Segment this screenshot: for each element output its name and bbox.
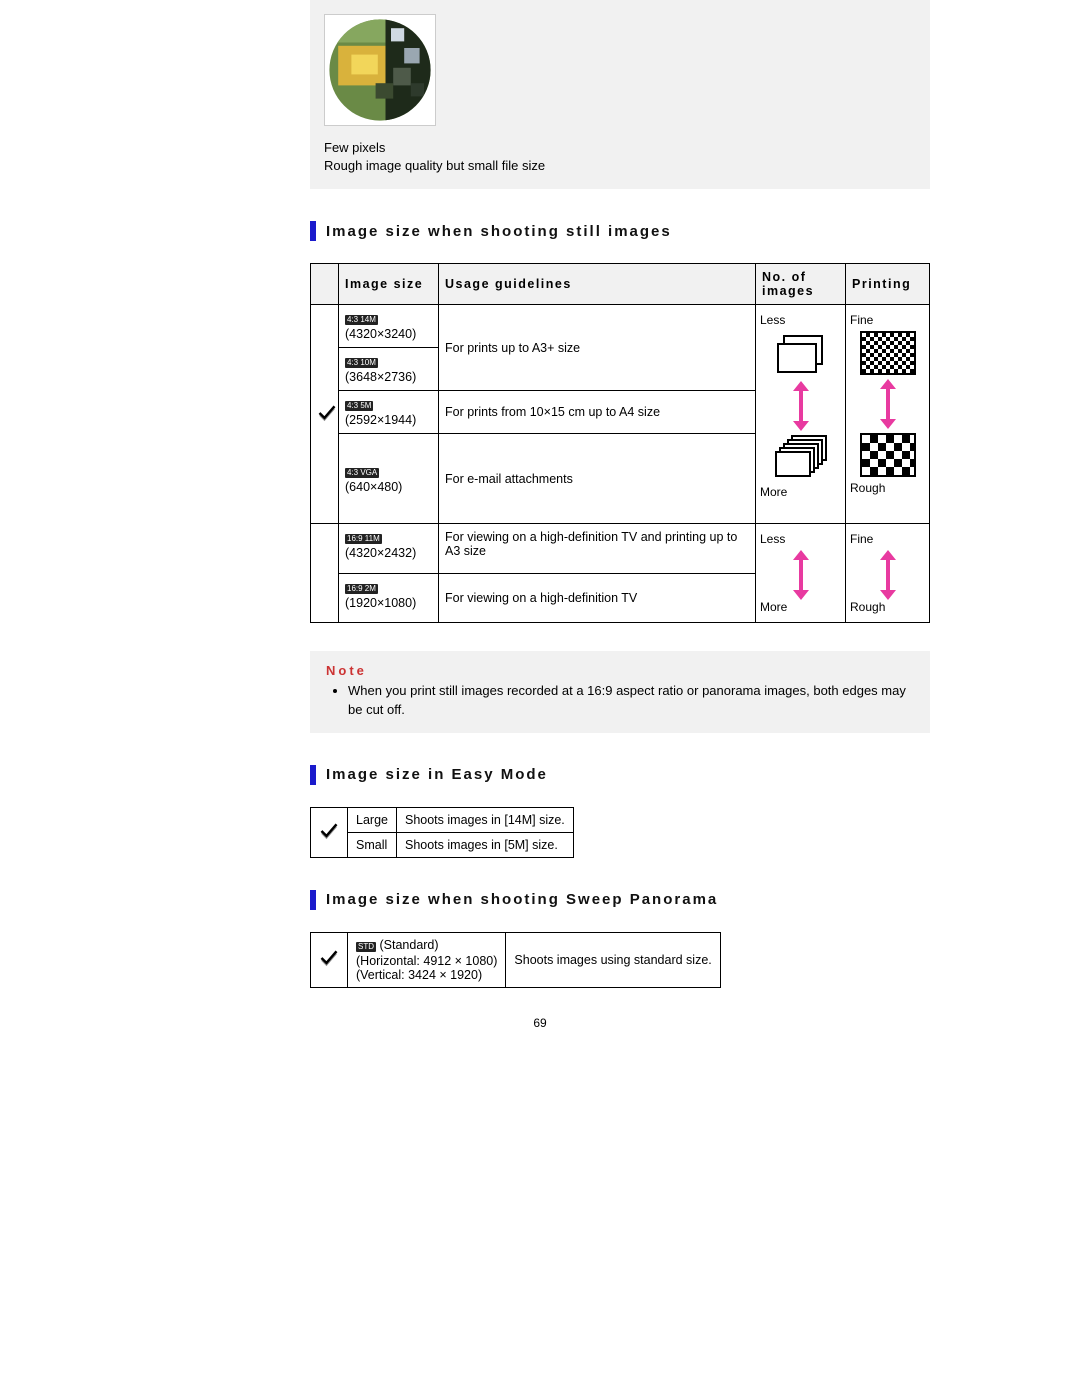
usage-email: For e-mail attachments: [439, 434, 756, 524]
size-dims: (4320×2432): [345, 546, 416, 560]
many-pages-icon: [773, 435, 829, 481]
few-pages-icon: [773, 331, 829, 377]
pano-vertical: (Vertical: 3424 × 1920): [356, 968, 482, 982]
note-heading: Note: [326, 663, 914, 678]
arrow-vertical-icon: [790, 381, 812, 431]
size-dims: (640×480): [345, 480, 402, 494]
arrow-vertical-icon: [877, 550, 899, 600]
ratio-icon: 4:3 5M: [345, 401, 373, 411]
printing-43: Fine Rough: [846, 305, 930, 524]
rough-checker-icon: [860, 433, 916, 477]
size-dims: (1920×1080): [345, 596, 416, 610]
size-5m: 4:3 5M (2592×1944): [339, 391, 439, 434]
size-11m: 16:9 11M (4320×2432): [339, 524, 439, 574]
label-rough: Rough: [850, 600, 925, 614]
ratio-icon: 16:9 11M: [345, 534, 382, 544]
pano-horizontal: (Horizontal: 4912 × 1080): [356, 954, 497, 968]
caption-line1: Few pixels: [324, 140, 385, 155]
printing-169: Fine Rough: [846, 524, 930, 623]
section-title: Image size when shooting Sweep Panorama: [326, 891, 718, 908]
size-dims: (3648×2736): [345, 370, 416, 384]
easy-mode-table: Large Shoots images in [14M] size. Small…: [310, 807, 574, 858]
label-fine: Fine: [850, 313, 925, 327]
ratio-icon: 4:3 VGA: [345, 468, 379, 478]
num-images-43: Less More: [756, 305, 846, 524]
pano-name: (Standard): [379, 938, 438, 952]
usage-hdtv-a3: For viewing on a high-definition TV and …: [439, 524, 756, 574]
default-check-icon: [311, 932, 348, 987]
label-more: More: [760, 485, 841, 499]
section-title: Image size in Easy Mode: [326, 766, 548, 783]
still-image-size-table: Image size Usage guidelines No. of image…: [310, 263, 930, 623]
label-more: More: [760, 600, 841, 614]
section-easy-mode: Image size in Easy Mode: [310, 765, 930, 785]
easy-desc: Shoots images in [14M] size.: [396, 807, 573, 832]
label-less: Less: [760, 532, 841, 546]
section-bar-icon: [310, 765, 316, 785]
ratio-icon: 4:3 14M: [345, 315, 378, 325]
size-2m: 16:9 2M (1920×1080): [339, 573, 439, 623]
size-dims: (4320×3240): [345, 327, 416, 341]
caption-line2: Rough image quality but small file size: [324, 158, 545, 173]
usage-a4: For prints from 10×15 cm up to A4 size: [439, 391, 756, 434]
section-panorama: Image size when shooting Sweep Panorama: [310, 890, 930, 910]
usage-hdtv: For viewing on a high-definition TV: [439, 573, 756, 623]
label-fine: Fine: [850, 532, 925, 546]
easy-desc: Shoots images in [5M] size.: [396, 832, 573, 857]
ratio-icon: 16:9 2M: [345, 584, 378, 594]
label-less: Less: [760, 313, 841, 327]
few-pixels-caption: Few pixels Rough image quality but small…: [324, 139, 916, 175]
default-check-icon: [311, 305, 339, 524]
page-number: 69: [0, 1016, 1080, 1030]
easy-label: Small: [348, 832, 397, 857]
size-10m: 4:3 10M (3648×2736): [339, 348, 439, 391]
few-pixels-panel: Few pixels Rough image quality but small…: [310, 0, 930, 189]
easy-label: Large: [348, 807, 397, 832]
usage-a3plus: For prints up to A3+ size: [439, 305, 756, 391]
blank-check: [311, 524, 339, 623]
note-panel: Note When you print still images recorde…: [310, 651, 930, 732]
pano-std-icon: STD: [356, 942, 376, 952]
pano-desc: Shoots images using standard size.: [506, 932, 720, 987]
section-bar-icon: [310, 221, 316, 241]
arrow-vertical-icon: [790, 550, 812, 600]
panorama-table: STD (Standard) (Horizontal: 4912 × 1080)…: [310, 932, 721, 988]
arrow-vertical-icon: [877, 379, 899, 429]
fine-checker-icon: [860, 331, 916, 375]
section-bar-icon: [310, 890, 316, 910]
pano-size: STD (Standard) (Horizontal: 4912 × 1080)…: [348, 932, 506, 987]
label-rough: Rough: [850, 481, 925, 495]
th-num-images: No. of images: [756, 264, 846, 305]
th-image-size: Image size: [339, 264, 439, 305]
ratio-icon: 4:3 10M: [345, 358, 378, 368]
size-dims: (2592×1944): [345, 413, 416, 427]
num-images-169: Less More: [756, 524, 846, 623]
note-body: When you print still images recorded at …: [348, 682, 914, 718]
pixelated-sample-icon: [324, 14, 436, 126]
th-usage: Usage guidelines: [439, 264, 756, 305]
size-vga: 4:3 VGA (640×480): [339, 434, 439, 524]
section-still-images: Image size when shooting still images: [310, 221, 930, 241]
default-check-icon: [311, 807, 348, 857]
th-printing: Printing: [846, 264, 930, 305]
section-title: Image size when shooting still images: [326, 223, 672, 240]
size-14m: 4:3 14M (4320×3240): [339, 305, 439, 348]
th-blank: [311, 264, 339, 305]
